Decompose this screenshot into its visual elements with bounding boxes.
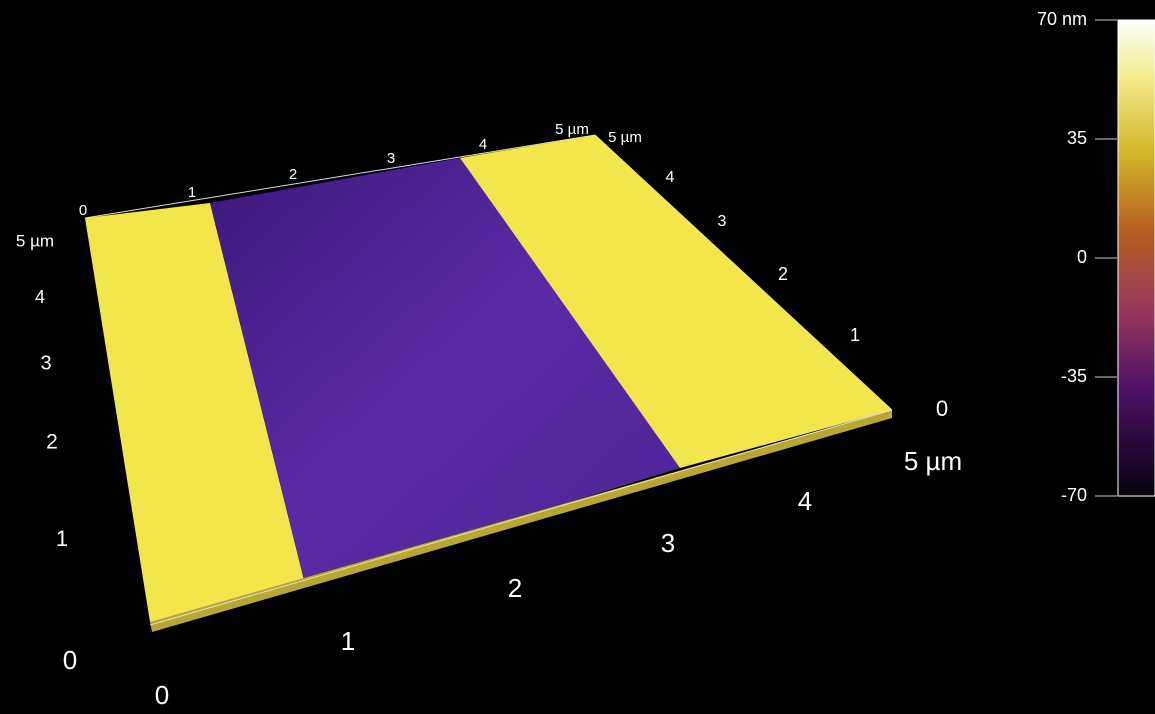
right-axis-label: 0 [936,396,948,421]
yellow-stripe [85,203,305,622]
right-axis-label: 2 [778,264,788,284]
right-axis-label: 5 µm [608,129,642,146]
labels: 70 nm 35 0 -35 -70 0 1 2 3 4 5 µm 0 1 2 3 4 5 µm 0 1 2 3 4 5 µ… [16,9,1117,710]
back-axis-label: 2 [289,166,297,183]
back-axis-label: 4 [479,136,487,153]
colorbar-label: -35 [1061,366,1087,386]
back-axis-label: 1 [188,184,196,201]
right-axis-label: 3 [718,213,727,230]
front-axis-label: 5 µm [904,446,962,476]
right-axis-label: 1 [850,325,860,345]
front-axis-label: 4 [798,486,812,516]
back-axis-label: 0 [79,202,87,219]
left-axis-label: 3 [40,352,51,374]
colorbar-label: -70 [1061,485,1087,505]
front-axis-label: 1 [341,626,355,656]
left-axis-label: 0 [63,645,77,675]
front-axis-label: 2 [508,573,522,603]
purple-trench [210,158,680,584]
back-axis-label: 5 µm [555,121,589,138]
right-axis-label: 4 [666,169,675,186]
colorbar-label: 35 [1067,128,1087,148]
edge [150,410,892,632]
colorbar-label: 0 [1077,247,1087,267]
colorbar-label: 70 nm [1037,9,1087,29]
colorbar [1117,19,1155,497]
frame [84,134,893,411]
back-axis-label: 3 [387,150,395,167]
left-axis-label: 4 [35,287,45,307]
front-axis-label: 0 [155,680,169,710]
left-axis-label: 5 µm [16,231,54,250]
left-axis-label: 1 [56,526,68,551]
surface [84,134,893,632]
yellow-stripe [460,135,892,468]
front-axis-label: 3 [661,528,675,558]
left-axis-label: 2 [46,431,58,454]
frame [149,409,893,626]
